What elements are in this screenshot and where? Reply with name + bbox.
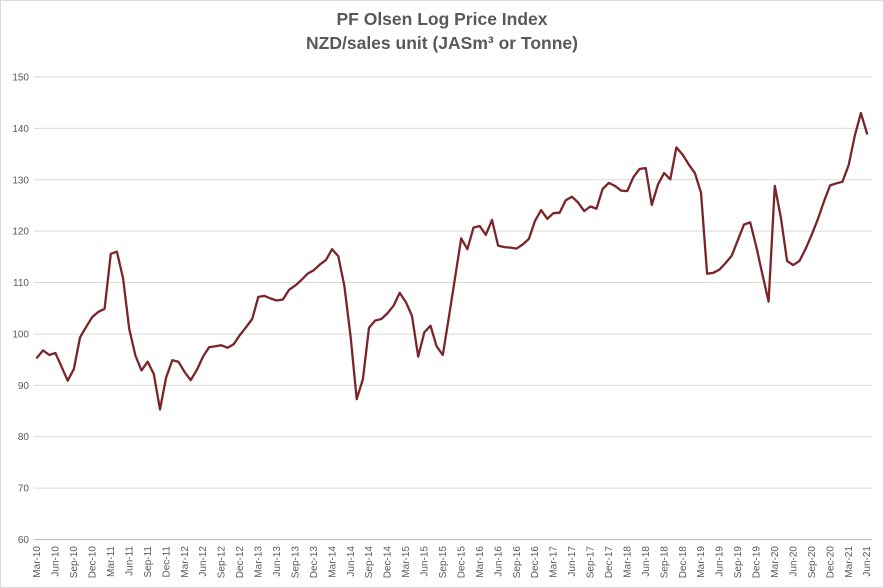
- x-tick-label: Dec-10: [88, 546, 99, 579]
- x-tick-label: Sep-17: [586, 546, 597, 579]
- x-tick-label: Mar-20: [770, 546, 781, 578]
- x-tick-label: Jun-16: [493, 546, 504, 577]
- x-tick-label: Jun-12: [198, 546, 209, 577]
- x-tick-label: Sep-19: [733, 546, 744, 579]
- y-tick-label: 100: [12, 329, 29, 340]
- y-tick-label: 60: [18, 535, 30, 546]
- y-axis-labels: 60 70 80 90 100 110 120 130 140 150: [12, 73, 29, 547]
- price-index-line: [35, 111, 869, 411]
- x-tick-label: Sep-20: [807, 546, 818, 579]
- x-tick-label: Mar-15: [401, 546, 412, 578]
- x-tick-label: Sep-18: [659, 546, 670, 579]
- x-tick-label: Jun-10: [51, 546, 62, 577]
- x-tick-label: Mar-10: [32, 546, 43, 578]
- x-tick-label: Mar-19: [696, 546, 707, 578]
- x-tick-label: Jun-18: [641, 546, 652, 577]
- gridlines: [34, 76, 872, 540]
- x-axis-labels: Mar-10 Jun-10 Sep-10 Dec-10 Mar-11 Jun-11 Sep-…: [32, 546, 873, 579]
- y-tick-label: 120: [12, 227, 29, 238]
- x-tick-label: Dec-13: [309, 546, 320, 579]
- y-tick-label: 80: [18, 432, 30, 443]
- x-tick-label: Jun-17: [567, 546, 578, 577]
- x-tick-label: Sep-15: [438, 546, 449, 579]
- x-tick-label: Jun-21: [862, 546, 873, 577]
- x-tick-label: Sep-12: [217, 546, 228, 579]
- x-tick-label: Jun-19: [715, 546, 726, 577]
- x-tick-label: Jun-15: [420, 546, 431, 577]
- x-tick-label: Mar-17: [549, 546, 560, 578]
- x-tick-label: Jun-11: [124, 546, 135, 576]
- x-tick-label: Dec-14: [383, 546, 394, 579]
- x-tick-label: Dec-18: [678, 546, 689, 579]
- x-tick-label: Sep-16: [512, 546, 523, 579]
- x-tick-label: Mar-21: [844, 546, 855, 578]
- x-tick-label: Mar-16: [475, 546, 486, 578]
- y-tick-label: 150: [12, 73, 29, 84]
- x-tick-label: Mar-18: [622, 546, 633, 578]
- x-tick-label: Mar-11: [106, 546, 117, 577]
- x-tick-label: Sep-11: [143, 546, 154, 578]
- x-tick-label: Dec-20: [825, 546, 836, 579]
- chart-subtitle: NZD/sales unit (JASm³ or Tonne): [306, 33, 578, 54]
- x-tick-label: Dec-16: [530, 546, 541, 579]
- x-tick-label: Mar-13: [253, 546, 264, 578]
- x-tick-label: Jun-13: [272, 546, 283, 577]
- x-tick-label: Dec-11: [161, 546, 172, 578]
- y-tick-label: 130: [12, 175, 29, 186]
- chart-title-block: PF Olsen Log Price Index NZD/sales unit …: [1, 7, 883, 55]
- x-tick-label: Sep-13: [290, 546, 301, 579]
- y-tick-label: 140: [12, 124, 29, 135]
- x-tick-label: Mar-12: [180, 546, 191, 578]
- y-tick-label: 90: [18, 381, 30, 392]
- chart-title: PF Olsen Log Price Index: [336, 9, 548, 29]
- x-tick-label: Dec-12: [235, 546, 246, 579]
- x-tick-label: Sep-10: [69, 546, 80, 579]
- y-tick-label: 110: [13, 278, 29, 289]
- x-tick-label: Mar-14: [327, 546, 338, 578]
- y-tick-label: 70: [18, 484, 30, 495]
- x-tick-label: Dec-17: [604, 546, 615, 579]
- x-tick-label: Dec-15: [456, 546, 467, 579]
- x-tick-label: Sep-14: [364, 546, 375, 579]
- x-tick-label: Dec-19: [752, 546, 763, 579]
- x-tick-label: Jun-20: [788, 546, 799, 577]
- x-tick-label: Jun-14: [346, 546, 357, 577]
